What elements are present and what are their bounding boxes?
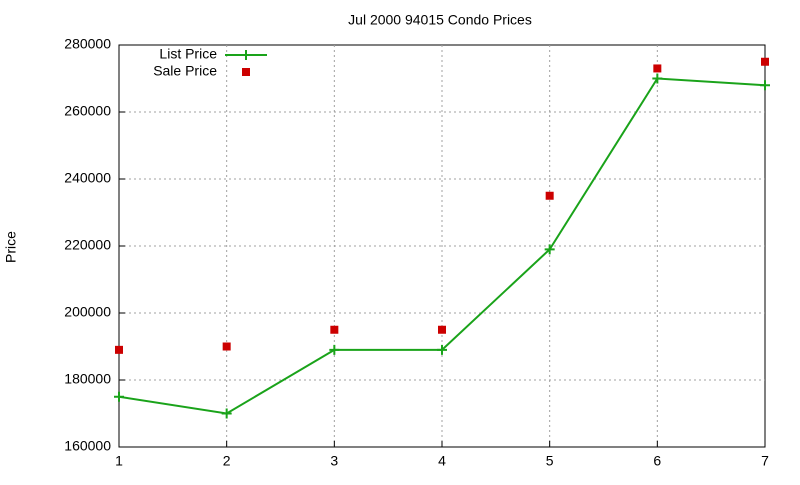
data-point [544,244,555,255]
legend-marker [241,50,251,60]
data-point [221,408,232,419]
legend-label: List Price [159,46,217,62]
data-point [330,325,339,334]
data-point [761,57,769,66]
x-tick-label: 6 [653,453,661,469]
x-tick-label: 2 [223,453,231,469]
y-tick-label: 280000 [64,36,111,52]
legend-marker [242,68,250,76]
data-point [329,344,340,355]
data-point [760,80,770,91]
data-point [114,391,124,402]
y-tick-label: 260000 [64,103,111,119]
y-axis-label: Price [3,231,19,263]
data-point [115,345,123,354]
x-tick-label: 5 [546,453,554,469]
chart-title: Jul 2000 94015 Condo Prices [348,12,532,28]
x-tick-label: 4 [438,453,446,469]
y-tick-label: 240000 [64,170,111,186]
data-point [652,73,663,84]
data-point [653,64,662,73]
legend-label: Sale Price [153,63,217,79]
y-tick-label: 200000 [64,304,111,320]
data-point [437,344,447,355]
y-tick-label: 220000 [64,237,111,253]
data-point [222,342,231,351]
y-tick-label: 160000 [64,438,111,454]
x-tick-label: 7 [761,453,769,469]
data-point [545,191,554,200]
x-tick-label: 3 [330,453,338,469]
y-tick-label: 180000 [64,371,111,387]
data-point [438,325,446,334]
x-tick-label: 1 [115,453,123,469]
